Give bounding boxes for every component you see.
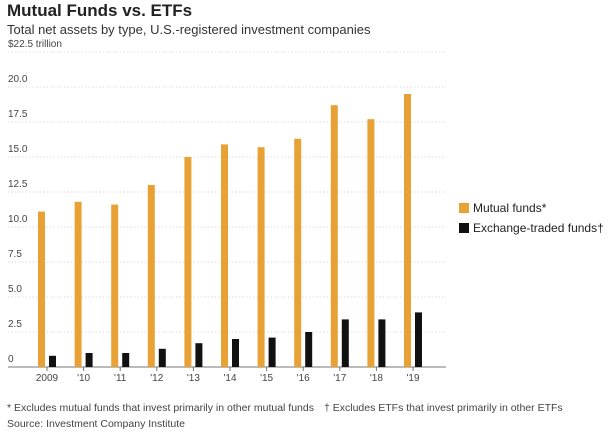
bars [38,94,422,367]
mutual-funds-bar [330,105,338,367]
footnote-mutual-funds: * Excludes mutual funds that invest prim… [7,402,314,414]
x-tick-label: '18 [370,373,383,384]
legend-swatch [459,223,469,233]
y-tick-label: 7.5 [8,249,22,260]
etf-bar [85,353,93,367]
chart-legend: Mutual funds* Exchange-traded funds† [459,198,604,238]
x-tick-label: '16 [297,373,310,384]
mutual-funds-bar [221,144,228,367]
y-tick-label: 20.0 [8,74,28,85]
mutual-funds-bar [257,147,265,367]
x-tick-label: '17 [333,373,346,384]
mutual-funds-bar [294,138,302,367]
footnote-etfs: † Excludes ETFs that invest primarily in… [323,402,563,414]
etf-bar [305,332,313,367]
mutual-funds-bar [184,157,192,367]
x-tick-label: 2009 [36,373,59,384]
etf-bar [378,319,386,367]
etf-bar [158,348,166,367]
mutual-funds-bar [147,185,155,367]
legend-item-mutual-funds: Mutual funds* [459,198,604,218]
x-tick-label: '14 [223,373,236,384]
mutual-funds-bar [367,119,375,367]
etf-bar [122,353,130,367]
axis-labels: 0 2.5 5.0 7.5 10.0 12.5 15.0 17.5 20.0 $22.5 tril… [8,39,420,384]
legend-swatch [459,203,469,213]
bar-chart: 0 2.5 5.0 7.5 10.0 12.5 15.0 17.5 20.0 $22.5 tril… [8,39,446,384]
legend-item-etfs: Exchange-traded funds† [459,218,604,238]
legend-label: Mutual funds* [473,201,547,215]
x-tick-label: '11 [114,373,127,384]
y-tick-label: 15.0 [8,144,28,155]
etf-bar [268,337,276,367]
y-tick-label: 10.0 [8,214,28,225]
y-tick-label: 5.0 [8,284,22,295]
x-tick-label: '12 [150,373,163,384]
mutual-funds-bar [38,211,45,367]
y-tick-label: 12.5 [8,179,28,190]
y-tick-label: 2.5 [8,319,22,330]
y-tick-label: 0 [8,354,14,365]
x-tick-label: '10 [77,373,90,384]
etf-bar [232,339,239,367]
mutual-funds-bar [111,204,119,367]
footnotes: * Excludes mutual funds that invest prim… [7,402,563,414]
etf-bar [341,319,349,367]
y-tick-label: $22.5 trillion [8,39,62,50]
x-tick-label: '19 [406,373,419,384]
etf-bar [49,355,56,367]
mutual-funds-bar [74,201,82,367]
legend-label: Exchange-traded funds† [473,221,604,235]
chart-title: Mutual Funds vs. ETFs [7,1,193,20]
x-tick-label: '13 [187,373,200,384]
x-tick-label: '15 [260,373,273,384]
chart-subtitle: Total net assets by type, U.S.-registere… [7,22,371,37]
mutual-funds-bar [404,94,411,367]
etf-bar [415,312,422,367]
etf-bar [195,343,203,367]
y-tick-label: 17.5 [8,109,28,120]
source-note: Source: Investment Company Institute [7,418,186,430]
